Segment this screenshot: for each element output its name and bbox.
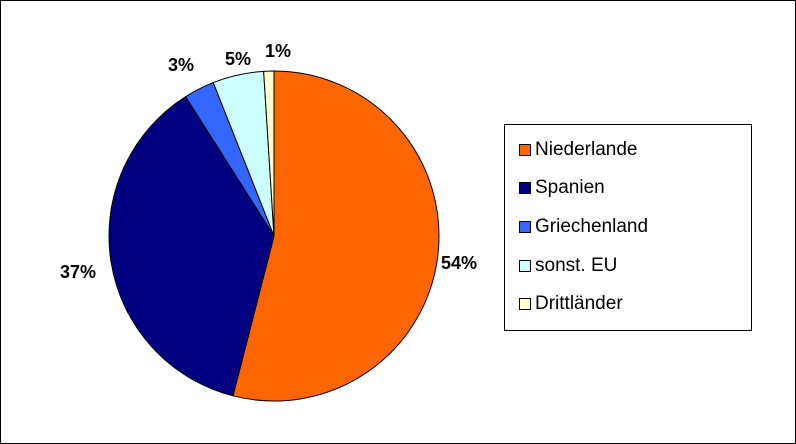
data-label-griechenland: 3%: [168, 55, 194, 75]
legend-swatch-sonst-eu: [519, 260, 531, 272]
legend-swatch-spanien: [519, 182, 531, 194]
data-label-drittl-nder: 1%: [265, 41, 291, 61]
legend-swatch-drittlaender: [519, 298, 531, 310]
pie-slice-niederlande: [232, 70, 440, 402]
legend: Niederlande Spanien Griechenland sonst. …: [504, 124, 752, 331]
legend-item-spanien: Spanien: [519, 176, 605, 200]
legend-item-griechenland: Griechenland: [519, 215, 648, 239]
legend-label-niederlande: Niederlande: [535, 139, 638, 160]
legend-label-drittlaender: Drittländer: [535, 293, 623, 314]
legend-label-griechenland: Griechenland: [535, 216, 649, 237]
legend-item-niederlande: Niederlande: [519, 138, 637, 162]
legend-label-sonst-eu: sonst. EU: [535, 255, 618, 276]
pie-slice-drittl-nder: [263, 70, 275, 237]
legend-swatch-griechenland: [519, 221, 531, 233]
legend-item-sonst-eu: sonst. EU: [519, 254, 617, 278]
legend-item-drittlaender: Drittländer: [519, 292, 623, 316]
data-label-spanien: 37%: [60, 262, 96, 282]
legend-label-spanien: Spanien: [535, 177, 605, 198]
data-label-sonst-eu: 5%: [225, 49, 251, 69]
data-label-niederlande: 54%: [441, 253, 477, 273]
legend-swatch-niederlande: [519, 144, 531, 156]
